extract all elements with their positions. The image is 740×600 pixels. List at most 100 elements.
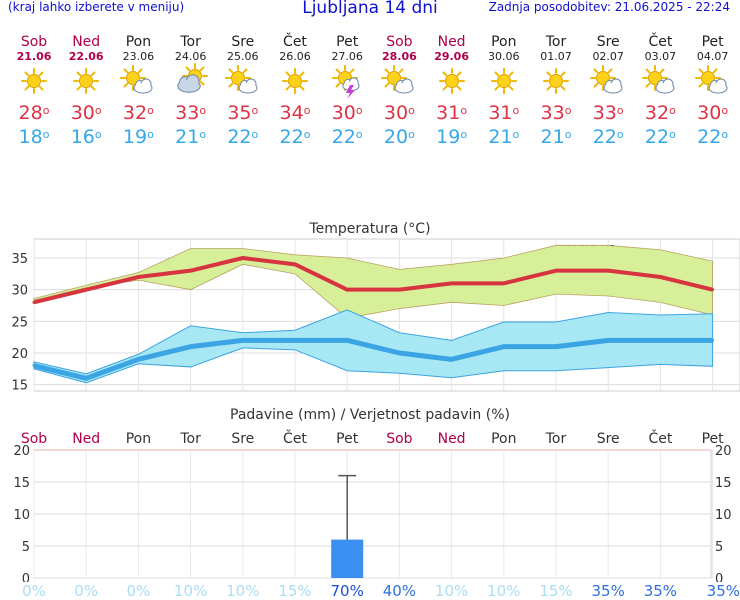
- day-date: 03.07: [644, 50, 677, 63]
- precip-day-label: Sob: [386, 431, 412, 447]
- weather-icon-slot: [60, 63, 112, 101]
- precip-probability: 35%: [706, 582, 740, 600]
- min-temp-point: [241, 338, 245, 342]
- day-date: 30.06: [488, 50, 520, 63]
- min-temp-point: [554, 345, 558, 349]
- sun-icon: [490, 68, 517, 94]
- day-date: 28.06: [381, 50, 417, 63]
- precip-probability: 10%: [226, 582, 260, 600]
- precip-probability: 0%: [22, 582, 46, 600]
- day-name: Pon: [491, 34, 517, 50]
- max-temp: 30o: [697, 102, 729, 124]
- sun-storm-icon: [332, 65, 360, 99]
- day-name: Tor: [180, 34, 201, 50]
- day-date: 01.07: [540, 50, 572, 63]
- min-temp: 20o: [383, 126, 415, 148]
- precip-tick-right: 5: [715, 540, 723, 555]
- precip-day-label: Čet: [648, 429, 672, 447]
- max-temp: 30o: [70, 102, 102, 124]
- precip-day-label: Sre: [597, 431, 620, 447]
- precip-probability: 10%: [434, 582, 469, 600]
- weather-icon-slot: [8, 63, 60, 101]
- precip-tick-left: 15: [13, 476, 30, 491]
- weather-icon-slot: [426, 63, 478, 101]
- precip-day-label: Pon: [126, 431, 151, 447]
- max-temp: 30o: [331, 102, 363, 124]
- max-temp: 32o: [644, 102, 676, 124]
- precip-tick-right: 20: [715, 444, 732, 459]
- weather-icon-slot: [530, 63, 582, 101]
- min-temp: 22o: [331, 126, 363, 148]
- day-name: Čet: [283, 34, 307, 50]
- min-temp: 21o: [488, 126, 520, 148]
- day-name: Sob: [386, 34, 413, 50]
- day-name: Ned: [437, 34, 466, 50]
- max-temp: 28o: [18, 102, 50, 124]
- day-date: 24.06: [174, 50, 207, 63]
- max-temp-point: [136, 275, 140, 279]
- min-temp-point: [189, 345, 193, 349]
- temp-tick-label: 25: [11, 315, 28, 330]
- daily-forecast-strip: Sob 21.06 28o 18o Ned 22.06 30o 16o Pon 23.06 32o 1…: [8, 34, 738, 174]
- max-temp-point: [293, 262, 297, 266]
- max-temp-point: [84, 288, 88, 292]
- day-column: Pet 27.06 30o 22o: [321, 34, 373, 149]
- day-name: Sre: [596, 34, 620, 50]
- precip-probability: 10%: [487, 582, 521, 600]
- precip-probability: 15%: [278, 582, 312, 600]
- sun-icon: [543, 68, 569, 94]
- temp-tick-label: 30: [11, 284, 28, 299]
- min-temp-point: [345, 338, 349, 342]
- day-column: Sre 02.07 33o 22o: [582, 34, 634, 149]
- temp-tick-label: 15: [11, 379, 28, 394]
- weather-icon-slot: [478, 63, 530, 101]
- sun-cloud-icon: [120, 65, 153, 94]
- min-temp-point: [502, 345, 506, 349]
- day-date: 02.07: [592, 50, 624, 63]
- day-date: 25.06: [227, 50, 259, 63]
- max-temp-point: [658, 275, 662, 279]
- weather-icon-slot: [112, 63, 164, 101]
- precip-day-label: Tor: [179, 431, 201, 447]
- day-date: 26.06: [279, 50, 311, 63]
- max-temp-point: [606, 269, 610, 273]
- precip-probability: 40%: [382, 582, 417, 600]
- min-temp-point: [658, 338, 662, 342]
- weather-icon-slot: [321, 63, 373, 101]
- min-temp: 22o: [279, 126, 311, 148]
- weather-icon-slot: [217, 63, 269, 101]
- max-temp-point: [241, 256, 245, 260]
- max-temp: 33o: [540, 102, 572, 124]
- min-temp: 22o: [592, 126, 624, 148]
- sun-cloud-icon: [590, 65, 623, 94]
- day-name: Sob: [20, 34, 48, 50]
- sun-icon: [73, 68, 100, 94]
- max-temp: 33o: [592, 102, 624, 124]
- sun-cloud-icon: [381, 65, 414, 94]
- weather-icon-slot: [373, 63, 425, 101]
- day-name: Čet: [648, 34, 673, 50]
- day-date: 22.06: [68, 50, 104, 63]
- max-temp: 33o: [175, 102, 207, 124]
- max-temp-point: [397, 288, 401, 292]
- min-temp-point: [136, 357, 140, 361]
- min-temp: 21o: [175, 126, 207, 148]
- sun-icon: [282, 68, 308, 94]
- day-date: 29.06: [434, 50, 469, 63]
- max-temp: 30o: [383, 102, 415, 124]
- temperature-chart-title: Temperatura (°C): [308, 221, 430, 237]
- weather-icon-slot: [634, 63, 686, 101]
- weather-icon-slot: [165, 63, 217, 101]
- precip-day-label: Tor: [545, 431, 567, 447]
- location-menu-hint: (kraj lahko izberete v meniju): [8, 0, 185, 14]
- temp-tick-label: 20: [11, 347, 28, 362]
- max-temp-point: [554, 269, 558, 273]
- max-temp: 35o: [227, 102, 259, 124]
- sun-icon: [21, 68, 47, 94]
- min-temp-point: [84, 376, 88, 380]
- weather-icon-slot: [582, 63, 634, 101]
- max-temp: 31o: [488, 102, 520, 124]
- max-temp: 34o: [279, 102, 311, 124]
- max-temp-point: [32, 300, 36, 304]
- precip-tick-left: 20: [13, 444, 30, 459]
